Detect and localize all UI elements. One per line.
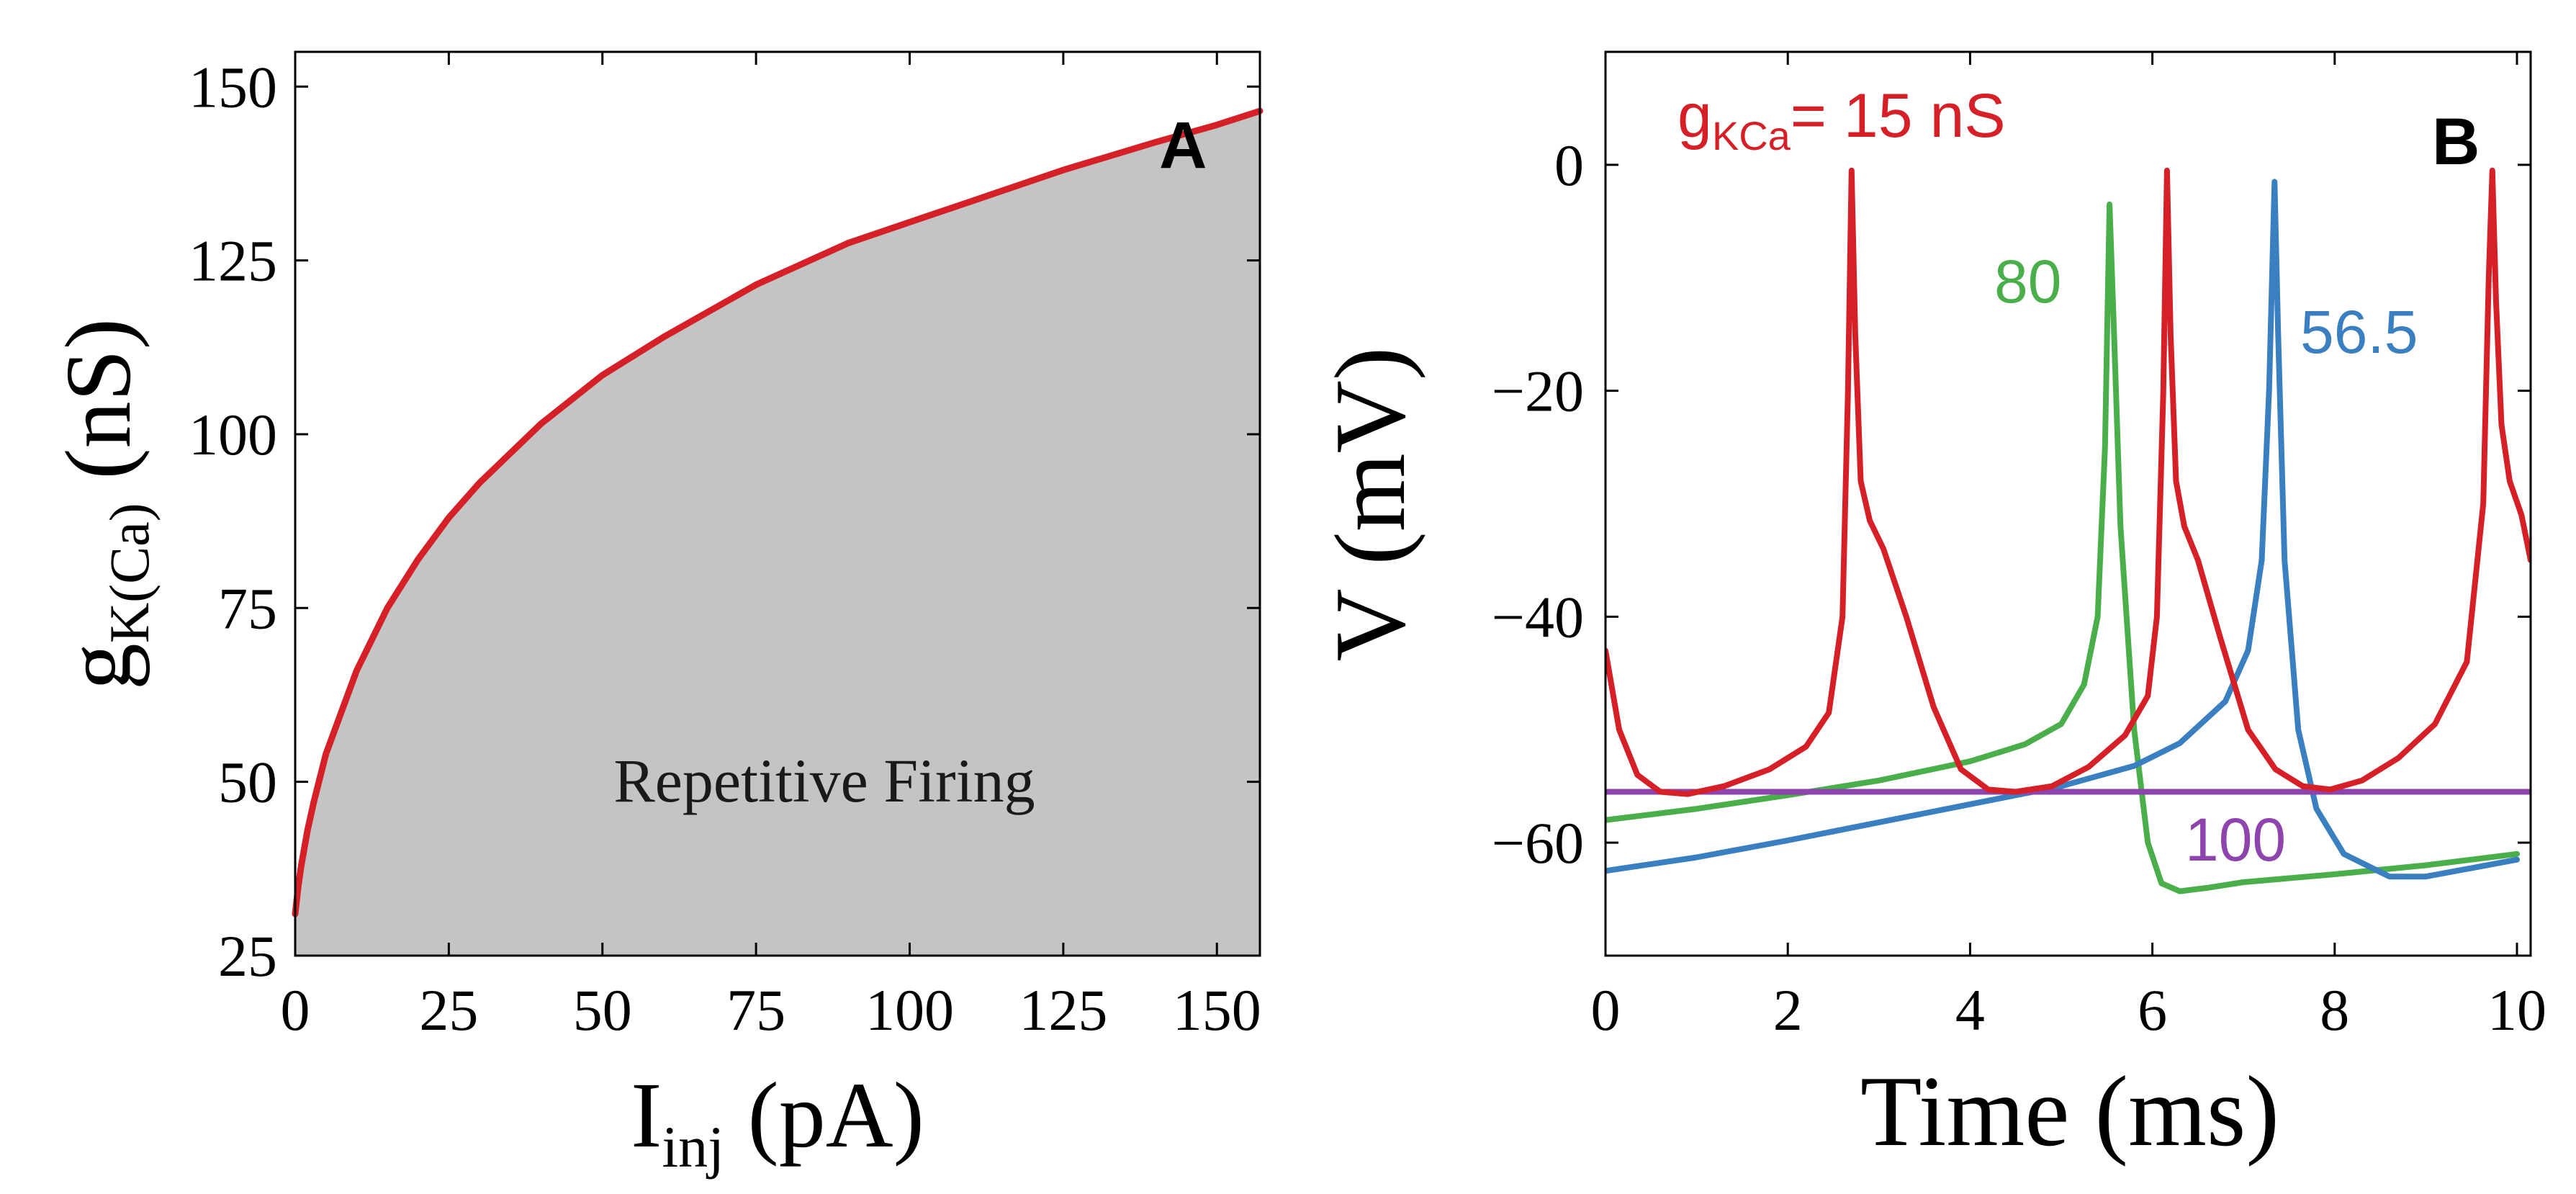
y-tick-label: 150 bbox=[189, 54, 277, 120]
x-tick-label: 6 bbox=[2138, 977, 2167, 1043]
voltage-trace-56-5 bbox=[1606, 179, 2520, 880]
x-tick-label: 100 bbox=[865, 977, 954, 1043]
x-tick-label: 150 bbox=[1173, 977, 1261, 1043]
y-tick-label: −20 bbox=[1492, 359, 1584, 424]
gkca-value: = 15 nS bbox=[1791, 81, 2006, 151]
x-tick-label: 125 bbox=[1019, 977, 1107, 1043]
y-tick-label: 0 bbox=[1554, 133, 1584, 198]
panel-b: B gKCa= 15 nS 80 56.5 100 0 2 4 6 8 10 0 −20 −4… bbox=[1315, 50, 2547, 1167]
y-tick-label: −60 bbox=[1492, 810, 1584, 876]
x-tick-label: 50 bbox=[573, 977, 632, 1043]
y-label-subscript: K(Ca) bbox=[98, 503, 161, 643]
panel-b-y-tick-labels: 0 −20 −40 −60 bbox=[1492, 133, 1584, 876]
y-tick-label: 75 bbox=[218, 575, 277, 641]
y-tick-label: 50 bbox=[218, 750, 277, 815]
x-tick-label: 10 bbox=[2487, 977, 2546, 1043]
panel-b-frame bbox=[1604, 50, 2532, 957]
panel-b-x-tick-labels: 0 2 4 6 8 10 bbox=[1591, 977, 2547, 1043]
y-label-main: g bbox=[47, 643, 150, 690]
x-tick-label: 8 bbox=[2320, 977, 2349, 1043]
x-label-unit: (pA) bbox=[724, 1064, 924, 1167]
panel-a-y-axis-label: gK(Ca) (nS) bbox=[47, 318, 161, 690]
panel-a-plot bbox=[292, 50, 1264, 957]
panel-b-y-axis-label: V (mV) bbox=[1315, 347, 1426, 662]
x-tick-label: 0 bbox=[281, 977, 310, 1043]
y-tick-label: 100 bbox=[189, 402, 277, 467]
y-label-unit: (nS) bbox=[47, 318, 150, 503]
x-tick-label: 2 bbox=[1773, 977, 1803, 1043]
x-tick-label: 25 bbox=[419, 977, 478, 1043]
x-tick-label: 75 bbox=[726, 977, 785, 1043]
panel-a-x-tick-labels: 0 25 50 75 100 125 150 bbox=[281, 977, 1261, 1043]
repetitive-firing-region bbox=[295, 111, 1260, 956]
gkca-annotation: gKCa= 15 nS bbox=[1677, 81, 2006, 158]
gkca-symbol: g bbox=[1677, 81, 1712, 151]
curve-label-80: 80 bbox=[1994, 248, 2061, 315]
panel-a: A Repetitive Firing 0 25 50 75 100 125 150 255… bbox=[47, 50, 1264, 1180]
x-tick-label: 4 bbox=[1955, 977, 1985, 1043]
panel-a-y-tick-labels: 25 50 75 100 125 150 bbox=[189, 54, 277, 989]
panel-a-frame bbox=[294, 50, 1261, 957]
region-label: Repetitive Firing bbox=[613, 746, 1035, 815]
x-label-main: I bbox=[631, 1064, 662, 1167]
panel-a-label: A bbox=[1159, 109, 1207, 182]
panel-a-x-axis-label: Iinj (pA) bbox=[631, 1064, 924, 1180]
panel-b-curves bbox=[1606, 167, 2531, 894]
panel-b-x-axis-label: Time (ms) bbox=[1860, 1056, 2279, 1167]
curve-label-100: 100 bbox=[2185, 806, 2286, 874]
panel-b-ticks bbox=[1604, 52, 2531, 956]
panel-b-label: B bbox=[2432, 105, 2480, 179]
x-tick-label: 0 bbox=[1591, 977, 1621, 1043]
gkca-subscript: KCa bbox=[1712, 113, 1791, 158]
voltage-trace-80 bbox=[1606, 201, 2520, 894]
y-tick-label: 125 bbox=[189, 228, 277, 294]
voltage-trace-15 bbox=[1606, 167, 2531, 797]
y-tick-label: −40 bbox=[1492, 584, 1584, 650]
x-label-subscript: inj bbox=[662, 1114, 724, 1180]
y-tick-label: 25 bbox=[218, 923, 277, 989]
curve-label-56-5: 56.5 bbox=[2300, 298, 2418, 366]
boundary-curve bbox=[292, 107, 1264, 917]
panel-a-ticks bbox=[294, 52, 1260, 957]
